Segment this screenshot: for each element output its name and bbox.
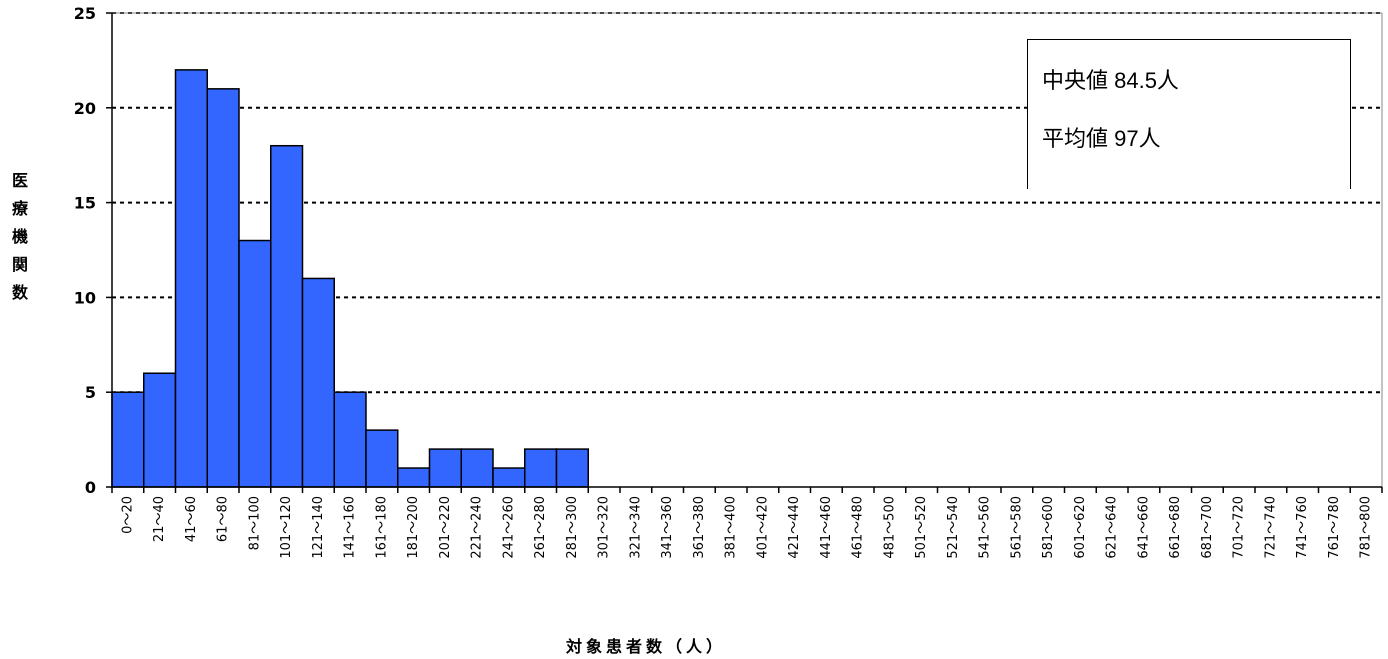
x-tick-label: 741～760: [1295, 496, 1310, 559]
bar: [333, 391, 367, 488]
x-tick-label: 781～800: [1359, 496, 1374, 559]
x-tick-label: 101～120: [279, 496, 294, 559]
x-tick-label: 361～380: [692, 496, 707, 559]
x-tick-label: 401～420: [755, 496, 770, 559]
x-tick-label: 201～220: [438, 496, 453, 559]
x-tick-label: 341～360: [660, 496, 675, 559]
x-tick-label: 541～560: [978, 496, 993, 559]
y-tick-label: 0: [85, 478, 96, 497]
x-tick-label: 421～440: [787, 496, 802, 559]
x-tick-label: 441～460: [819, 496, 834, 559]
x-tick-label: 561～580: [1009, 496, 1024, 559]
bar: [238, 239, 272, 488]
x-tick-label: 261～280: [533, 496, 548, 559]
x-tick-label: 161～180: [374, 496, 389, 559]
y-tick-labels: 0 5 10 15 20 25: [74, 4, 96, 497]
median-annotation: 中央値 84.5人: [1042, 68, 1179, 93]
x-tick-label: 81～100: [247, 496, 262, 550]
axes: [106, 12, 1383, 493]
bar: [524, 448, 558, 488]
bar: [428, 448, 462, 488]
x-axis-title: 対象患者数（人）: [565, 637, 726, 656]
x-tick-label: 21～40: [152, 496, 167, 542]
bar: [301, 277, 335, 488]
y-axis-title-text: 医療機関数: [12, 171, 29, 302]
x-tick-label: 41～60: [184, 496, 199, 542]
x-tick-label: 221～240: [470, 496, 485, 559]
x-tick-label: 661～680: [1168, 496, 1183, 559]
x-tick-label: 621～640: [1105, 496, 1120, 559]
bar: [143, 372, 177, 488]
bar: [460, 448, 494, 488]
y-tick-label: 25: [74, 4, 96, 23]
x-tick-label: 581～600: [1041, 496, 1056, 559]
x-tick-label: 681～700: [1200, 496, 1215, 559]
x-tick-label: 601～620: [1073, 496, 1088, 559]
bar: [270, 144, 304, 488]
y-axis-title: 医療機関数: [12, 171, 29, 302]
bar: [111, 391, 145, 488]
bar: [365, 429, 399, 488]
x-tick-label: 721～740: [1263, 496, 1278, 559]
x-tick-label: 381～400: [724, 496, 739, 559]
bar: [206, 88, 240, 488]
x-tick-label: 521～540: [946, 496, 961, 559]
x-tick-label: 181～200: [406, 496, 421, 559]
x-tick-label: 321～340: [628, 496, 643, 559]
x-tick-label: 701～720: [1232, 496, 1247, 559]
y-tick-label: 5: [85, 383, 96, 402]
x-tick-label: 501～520: [914, 496, 929, 559]
y-tick-label: 20: [74, 99, 96, 118]
x-tick-label: 301～320: [597, 496, 612, 559]
x-tick-label: 281～300: [565, 496, 580, 559]
x-tick-labels: 0～20 21～40 41～60 61～80 81～100 101～120 121～140 1…: [120, 496, 1373, 559]
bar: [397, 467, 431, 488]
x-tick-label: 641～660: [1136, 496, 1151, 559]
y-tick-label: 10: [74, 288, 96, 307]
x-tick-label: 481～500: [882, 496, 897, 559]
x-tick-label: 121～140: [311, 496, 326, 559]
x-tick-label: 141～160: [343, 496, 358, 559]
x-tick-label: 461～480: [851, 496, 866, 559]
stats-annotation-box: 中央値 84.5人 平均値 97人: [1027, 39, 1351, 189]
bars: [111, 69, 589, 488]
x-tick-label: 241～260: [501, 496, 516, 559]
bar: [555, 448, 589, 488]
x-tick-label: 61～80: [216, 496, 231, 542]
x-tick-label: 761～780: [1327, 496, 1342, 559]
x-tick-label: 0～20: [120, 496, 135, 534]
y-tick-label: 15: [74, 194, 96, 213]
bar: [174, 69, 208, 488]
bar: [492, 467, 526, 488]
mean-annotation: 平均値 97人: [1042, 126, 1161, 151]
